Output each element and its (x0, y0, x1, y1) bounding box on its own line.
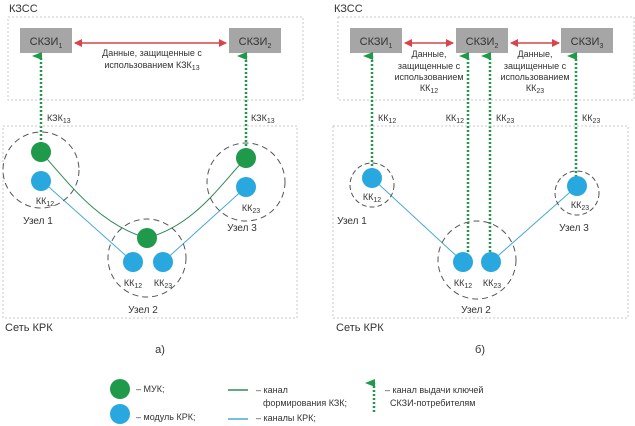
krk-module (362, 168, 382, 188)
kk-label: КК23 (483, 278, 501, 290)
data-text-12: Данные, защищенные с использованием КК12 (394, 49, 463, 95)
key-label: КЗК13 (251, 113, 275, 125)
node-2-boundary (437, 220, 517, 300)
legend-krk-module-icon (110, 404, 130, 424)
data-text-line: КК23 (526, 83, 544, 95)
skzi-2-box (456, 28, 508, 53)
node-2-label: Узел 2 (128, 305, 158, 316)
muk-node (31, 142, 51, 162)
skzi-3-label: СКЗИ3 (571, 36, 604, 50)
kk-label: КК23 (242, 203, 260, 215)
muk-node (236, 148, 256, 168)
krk-network-area (2, 125, 298, 319)
kk-label: КК23 (571, 200, 589, 212)
node-1-boundary (2, 131, 80, 209)
legend-key-channel-label-2: СКЗИ-потребителям (390, 398, 475, 408)
data-text-line: Данные, (517, 49, 552, 59)
data-text-line: защищенные с (398, 61, 461, 71)
legend: – МУК; – модуль КРК; – канал формировани… (110, 379, 483, 424)
kzss-area (337, 16, 635, 101)
node-2-boundary (107, 218, 187, 298)
skzi-2-box (229, 28, 281, 53)
data-text-line2: использованием КЗК13 (104, 60, 199, 72)
krk-module (236, 177, 256, 197)
node-2-label: Узел 2 (461, 305, 491, 316)
panel-a: КЗСС СКЗИ1 СКЗИ2 Данные, защищенные с ис… (2, 3, 304, 356)
muk-node (137, 228, 157, 248)
data-text-line: использованием (500, 72, 569, 82)
krk-module (481, 252, 501, 272)
key-label: КК23 (582, 113, 600, 125)
key-label: КЗК13 (47, 113, 71, 125)
kk-label: КК12 (124, 278, 142, 290)
node-3-label: Узел 3 (227, 223, 257, 234)
data-text-line: Данные, (411, 49, 446, 59)
skzi-2-label: СКЗИ2 (466, 36, 499, 50)
kk-label: КК12 (363, 192, 381, 204)
key-label: КК12 (378, 113, 396, 125)
node-3-label: Узел 3 (559, 223, 589, 234)
legend-krk-channels-label: – каналы КРК; (256, 413, 316, 423)
node-3-boundary (206, 142, 286, 222)
kk-label: КК12 (454, 278, 472, 290)
data-text-line: защищенные с (504, 61, 567, 71)
krk-network-area (332, 125, 629, 319)
krk-module (453, 252, 473, 272)
krk-channel-line (40, 179, 134, 263)
skzi-1-box (350, 28, 402, 53)
kzss-label: КЗСС (9, 3, 38, 15)
data-text-line1: Данные, защищенные с (102, 48, 202, 58)
kk-label: КК12 (36, 196, 54, 208)
panel-b: КЗСС СКЗИ1 СКЗИ2 СКЗИ3 Данные, защищенны… (332, 3, 635, 356)
krk-module (123, 252, 143, 272)
node-3-boundary (554, 170, 600, 216)
node-1-boundary (349, 162, 395, 208)
legend-kzk-channel-label-2: формирования КЗК; (263, 398, 347, 408)
krk-network-label: Сеть КРК (336, 322, 384, 334)
krk-module (31, 171, 51, 191)
krk-channel-line (162, 186, 247, 263)
node-1-label: Узел 1 (23, 216, 53, 227)
key-label: КК23 (496, 113, 514, 125)
legend-krk-module-label: – модуль КРК; (136, 412, 195, 422)
kzk-channel-line (40, 151, 247, 239)
krk-network-label: Сеть КРК (5, 322, 53, 334)
data-text-23: Данные, защищенные с использованием КК23 (500, 49, 569, 95)
legend-key-channel-label: – канал выдачи ключей (385, 385, 483, 395)
kk-label: КК23 (154, 278, 172, 290)
krk-channel-line (490, 185, 578, 263)
skzi-1-box (20, 28, 72, 53)
skzi-1-label: СКЗИ1 (30, 36, 63, 50)
skzi-1-label: СКЗИ1 (360, 36, 393, 50)
caption: б) (475, 344, 485, 356)
data-text-line: КК12 (420, 83, 438, 95)
krk-channel-line (371, 177, 464, 263)
legend-kzk-channel-label: – канал (256, 385, 288, 395)
node-1-label: Узел 1 (337, 216, 367, 227)
skzi-2-label: СКЗИ2 (239, 36, 272, 50)
krk-module (567, 176, 587, 196)
krk-module (153, 252, 173, 272)
kzss-label: КЗСС (334, 3, 363, 15)
caption: а) (155, 344, 165, 356)
key-label: КК12 (446, 113, 464, 125)
legend-muk-label: – МУК; (136, 384, 164, 394)
data-text-line: использованием (394, 72, 463, 82)
skzi-3-box (561, 28, 613, 53)
legend-muk-icon (110, 379, 130, 399)
kzss-area (7, 16, 304, 101)
